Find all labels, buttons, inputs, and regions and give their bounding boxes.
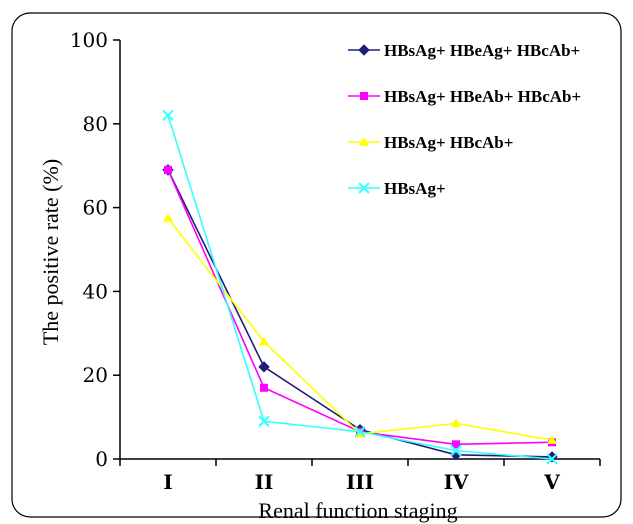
- x-tick-label: III: [346, 470, 374, 494]
- legend-item: HBsAg+ HBeAb+ HBcAb+: [348, 87, 581, 106]
- data-point: [547, 435, 557, 444]
- y-tick-label: 40: [83, 279, 108, 303]
- chart-frame: [11, 12, 622, 518]
- data-point: [258, 415, 270, 427]
- legend-label: HBsAg+ HBeAb+ HBcAb+: [384, 87, 581, 106]
- x-axis-title: Renal function staging: [258, 498, 457, 523]
- data-point: [450, 444, 462, 457]
- x-tick-label: II: [255, 470, 274, 494]
- y-axis-title: The positive rate (%): [38, 159, 63, 345]
- y-tick-label: 0: [95, 447, 108, 471]
- legend-marker: [359, 137, 369, 146]
- data-point: [260, 383, 268, 392]
- legend-item: HBsAg+ HBeAg+ HBcAb+: [348, 41, 580, 60]
- legend: HBsAg+ HBeAg+ HBcAb+ HBsAg+ HBeAb+ HBcAb+…: [348, 41, 581, 198]
- series-hbsag: [162, 109, 558, 465]
- y-tick-label: 60: [83, 196, 108, 220]
- data-point: [451, 418, 461, 428]
- y-tick-label: 20: [83, 363, 108, 387]
- x-tick-label: IV: [444, 470, 469, 494]
- legend-item: HBsAg+ HBcAb+: [348, 133, 513, 152]
- data-point: [259, 336, 269, 346]
- legend-marker: [358, 44, 370, 56]
- y-tick-label: 80: [83, 112, 108, 136]
- data-point: [452, 440, 460, 449]
- series-layer: [162, 109, 558, 465]
- legend-label: HBsAg+: [384, 179, 446, 198]
- x-tick-label: I: [163, 470, 172, 494]
- x-tick-label: V: [543, 470, 560, 494]
- data-point: [354, 426, 366, 438]
- data-point: [163, 213, 173, 222]
- data-point: [162, 109, 174, 122]
- legend-label: HBsAg+ HBeAg+ HBcAb+: [384, 41, 580, 60]
- legend-marker: [358, 182, 370, 194]
- legend-marker: [360, 92, 368, 100]
- legend-item: HBsAg+: [348, 179, 446, 198]
- data-point: [546, 453, 558, 465]
- data-point: [258, 361, 270, 373]
- data-point: [164, 165, 172, 174]
- y-tick-label: 100: [70, 28, 108, 52]
- legend-label: HBsAg+ HBcAb+: [384, 133, 513, 152]
